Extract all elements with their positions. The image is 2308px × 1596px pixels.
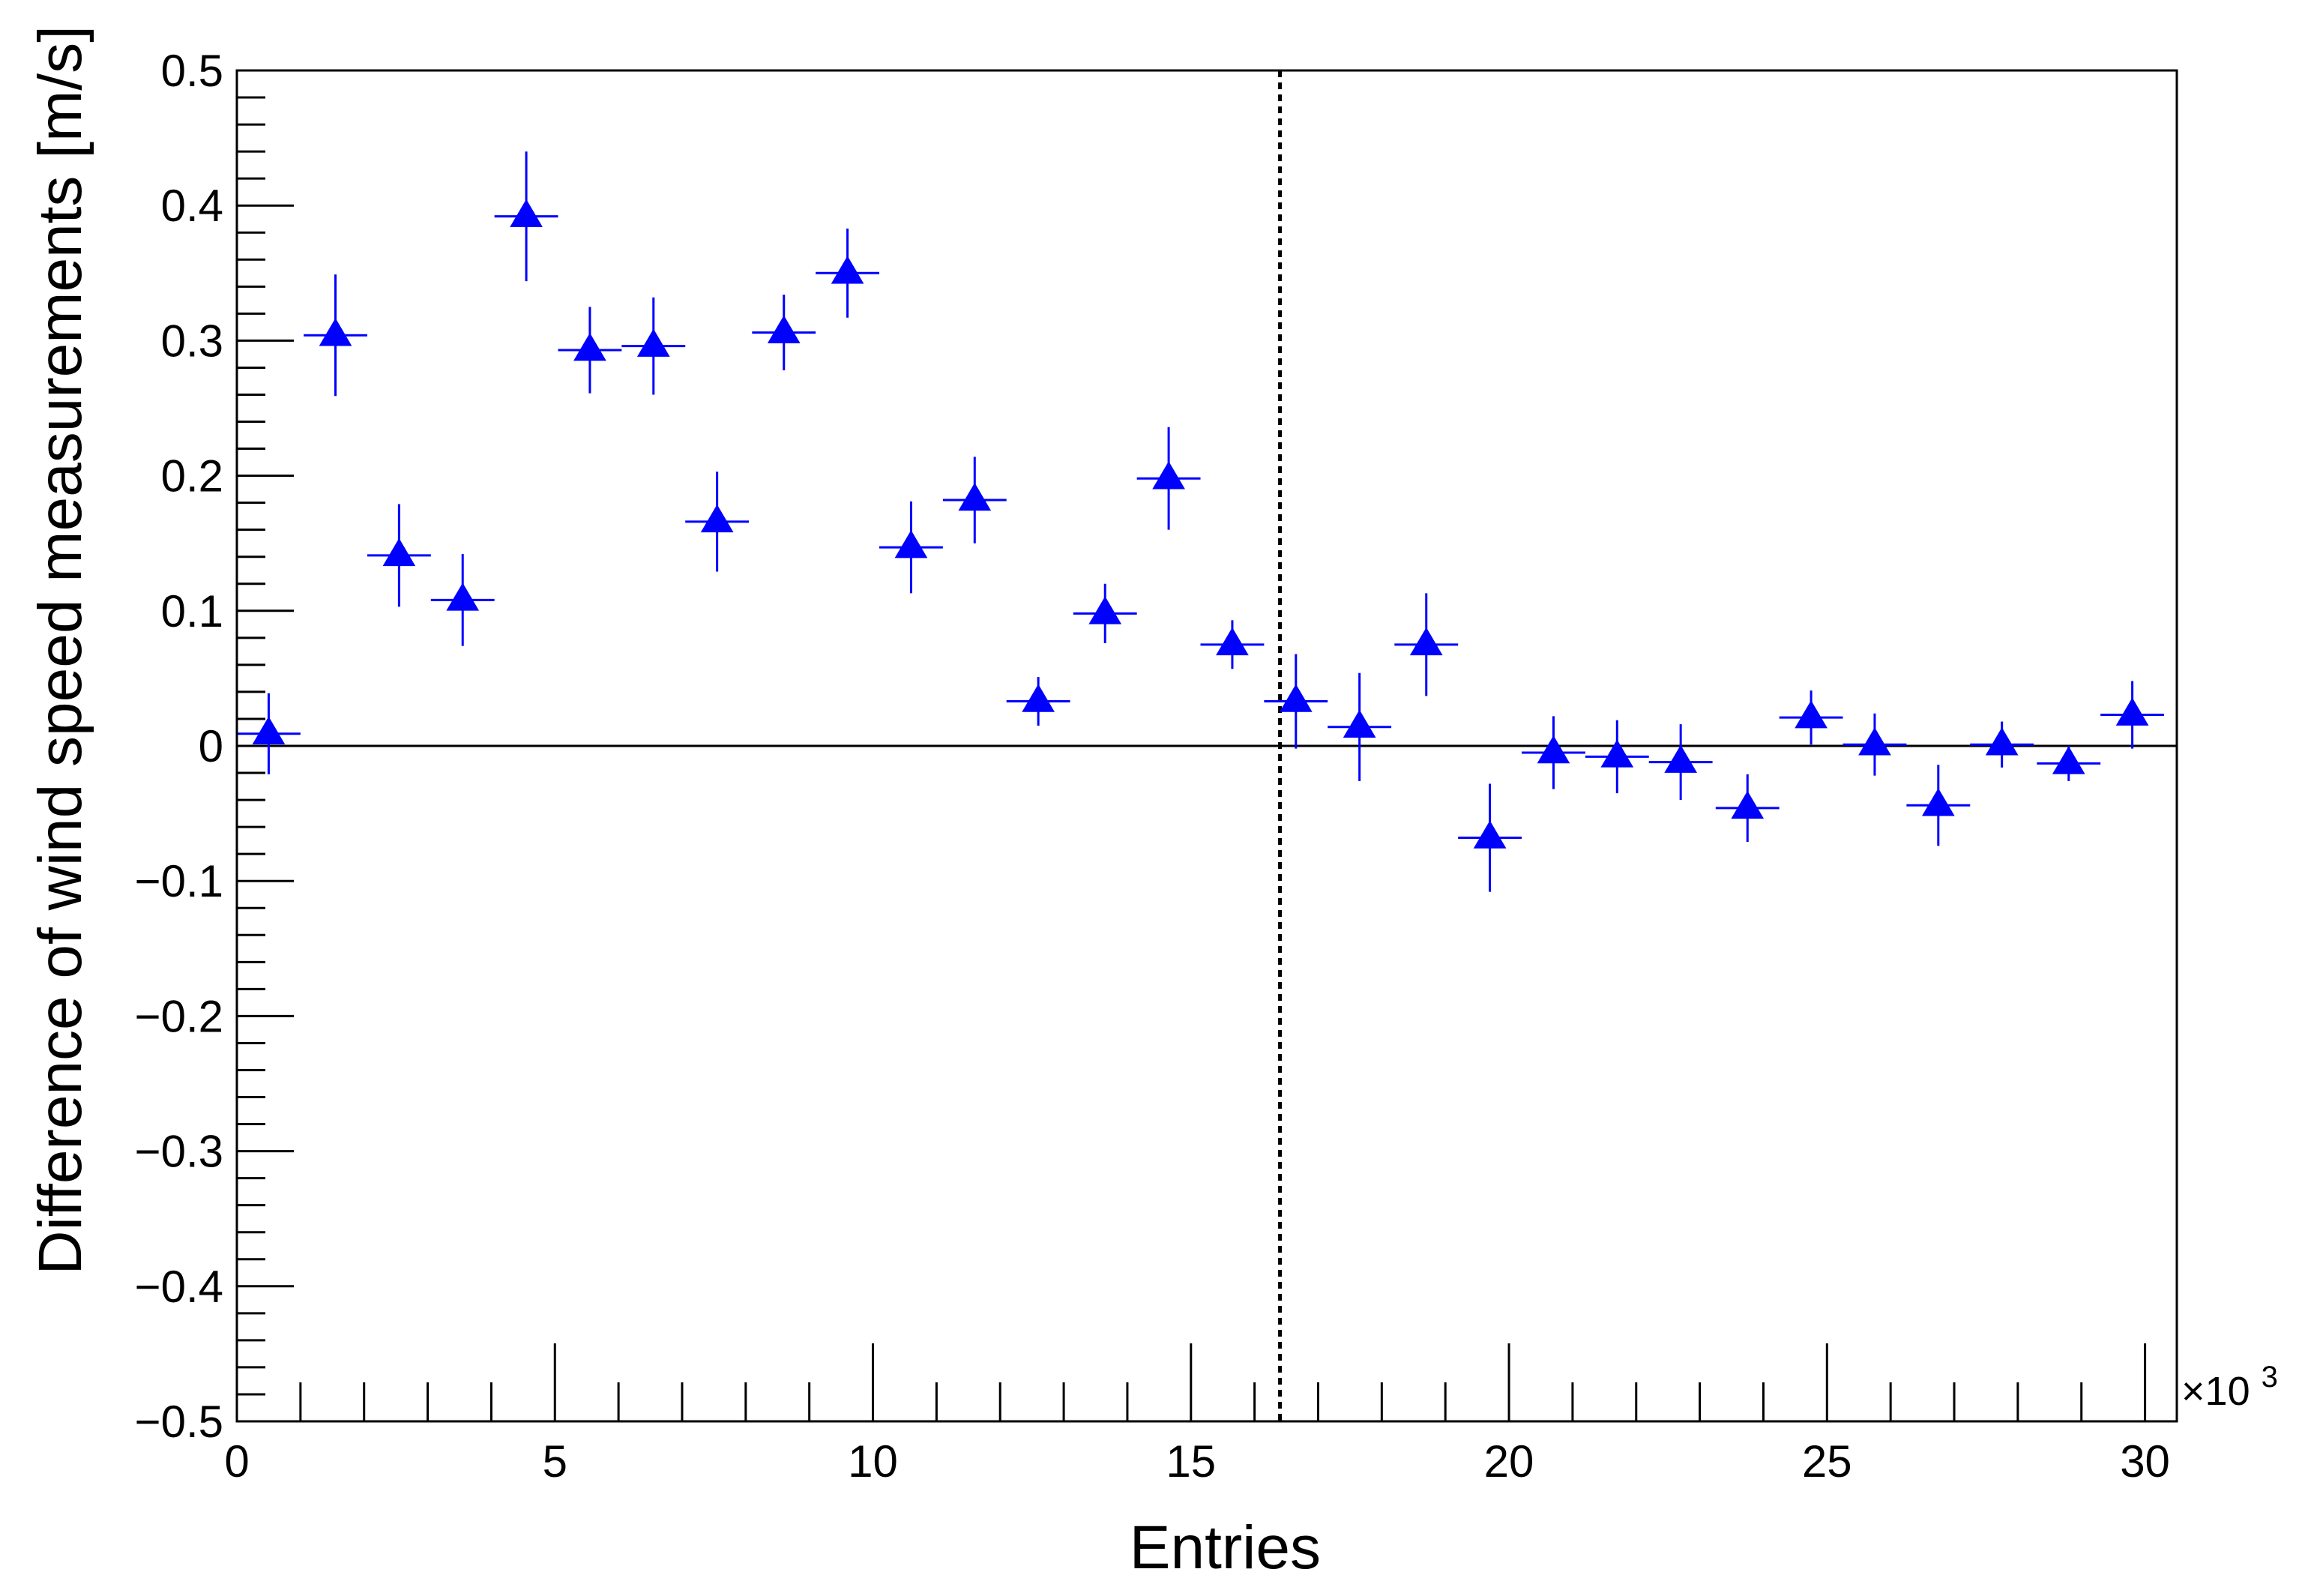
x-exponent-base: ×10 xyxy=(2181,1369,2250,1414)
triangle-marker xyxy=(1216,627,1249,656)
triangle-marker xyxy=(1858,727,1891,756)
x-tick-label: 15 xyxy=(1166,1436,1216,1487)
triangle-marker xyxy=(1022,684,1055,712)
triangle-marker xyxy=(1985,727,2019,756)
triangle-marker xyxy=(382,537,416,567)
triangle-marker xyxy=(958,483,992,511)
triangle-marker xyxy=(1921,788,1955,816)
x-tick-label: 10 xyxy=(848,1436,898,1487)
data-point xyxy=(942,457,1007,543)
triangle-marker xyxy=(446,582,480,611)
data-point xyxy=(1715,774,1780,842)
triangle-marker xyxy=(636,328,670,357)
data-point xyxy=(1200,620,1265,669)
data-point xyxy=(1970,721,2034,768)
y-tick-label: −0.3 xyxy=(135,1127,223,1177)
triangle-marker xyxy=(894,530,928,558)
data-point xyxy=(1843,713,1907,776)
data-point xyxy=(2100,681,2165,749)
triangle-marker xyxy=(1152,461,1185,490)
data-point xyxy=(237,693,301,774)
data-point xyxy=(304,274,367,397)
x-tick-label: 5 xyxy=(543,1436,567,1487)
data-point xyxy=(1906,765,1971,846)
data-point xyxy=(1648,724,1713,801)
data-point xyxy=(1394,593,1459,696)
x-tick-label: 20 xyxy=(1484,1436,1534,1487)
data-point xyxy=(1522,716,1585,789)
y-tick-label: −0.1 xyxy=(135,856,223,906)
triangle-marker xyxy=(2115,697,2149,726)
x-tick-label: 30 xyxy=(2120,1436,2170,1487)
data-point xyxy=(1006,677,1070,726)
x-tick-labels: 0 5 10 15 20 25 30 xyxy=(224,1436,2170,1487)
triangle-marker xyxy=(573,333,606,361)
data-points xyxy=(237,151,2165,892)
minor-ticks xyxy=(237,96,2083,1421)
y-tick-label: 0.3 xyxy=(161,316,223,366)
data-point xyxy=(1458,783,1522,892)
triangle-marker xyxy=(1664,744,1698,773)
x-tick-label: 25 xyxy=(1802,1436,1852,1487)
plot-frame xyxy=(235,69,2178,1423)
y-tick-label: −0.2 xyxy=(135,991,223,1041)
y-tick-label: 0 xyxy=(199,721,223,771)
triangle-marker xyxy=(1731,790,1765,819)
x-tick-label: 0 xyxy=(224,1436,249,1487)
y-tick-label: 0.4 xyxy=(161,181,223,231)
data-point xyxy=(1585,720,1649,794)
data-point xyxy=(430,554,495,646)
x-axis-title: Entries xyxy=(1130,1514,1321,1582)
triangle-marker xyxy=(767,315,801,343)
data-point xyxy=(558,307,622,394)
y-tick-label: 0.1 xyxy=(161,586,223,636)
data-point xyxy=(1264,654,1328,749)
triangle-marker xyxy=(700,504,734,533)
x-exponent-label: ×10 3 xyxy=(2181,1361,2278,1414)
y-tick-label: 0.5 xyxy=(161,46,223,96)
triangle-marker xyxy=(1409,627,1443,656)
y-tick-label: −0.5 xyxy=(135,1397,223,1447)
data-point xyxy=(816,228,880,318)
data-point xyxy=(367,504,431,607)
data-point xyxy=(1136,427,1201,530)
data-point xyxy=(1328,672,1392,781)
y-tick-label: 0.2 xyxy=(161,451,223,502)
triangle-marker xyxy=(252,716,286,745)
triangle-marker xyxy=(831,256,864,284)
data-point xyxy=(685,472,750,572)
data-point xyxy=(494,151,558,282)
data-point xyxy=(1779,690,1843,745)
triangle-marker xyxy=(1537,735,1570,764)
triangle-marker xyxy=(1343,709,1376,738)
triangle-marker xyxy=(1600,739,1634,768)
data-point xyxy=(879,501,943,594)
triangle-marker xyxy=(510,199,543,227)
triangle-marker xyxy=(1795,700,1828,729)
triangle-marker xyxy=(1279,684,1313,712)
x-exponent-power: 3 xyxy=(2262,1361,2278,1394)
data-point xyxy=(2037,746,2101,781)
triangle-marker xyxy=(319,318,352,346)
triangle-marker xyxy=(2052,746,2085,774)
data-point xyxy=(1073,583,1137,644)
triangle-marker xyxy=(1088,596,1122,624)
data-point xyxy=(752,295,816,371)
y-axis-title: Difference of wind speed measurements [m… xyxy=(26,25,94,1275)
y-tick-labels: −0.5 −0.4 −0.3 −0.2 −0.1 0 0.1 0.2 0.3 0.4 0.5 xyxy=(135,46,223,1447)
y-tick-label: −0.4 xyxy=(135,1262,223,1312)
data-point xyxy=(621,297,686,395)
triangle-marker xyxy=(1473,820,1507,849)
